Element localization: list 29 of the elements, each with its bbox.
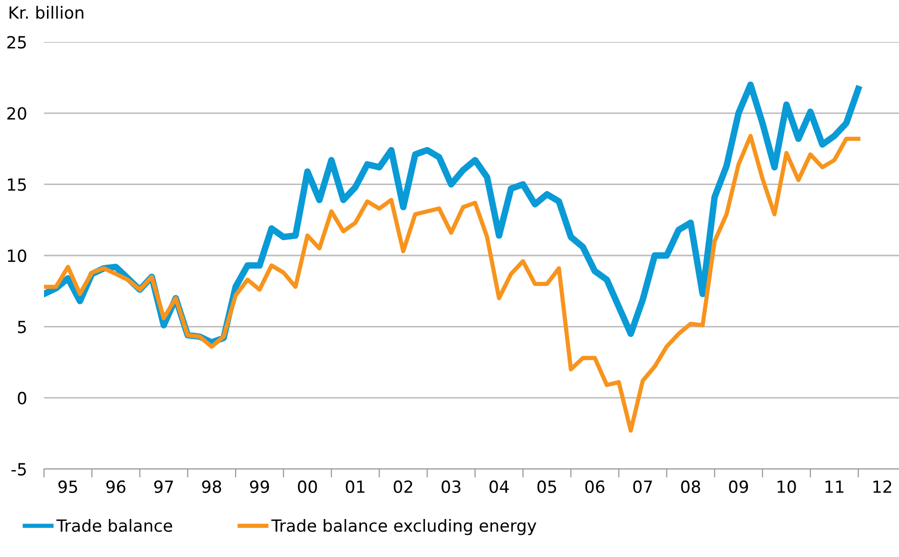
legend-label: Trade balance excluding energy [271, 519, 536, 536]
x-tick-label: 01 [346, 480, 364, 494]
x-tick-label: 05 [537, 480, 556, 494]
y-tick-label: 25 [7, 36, 26, 49]
y-tick-label: 15 [8, 178, 26, 191]
x-tick-label: 95 [58, 480, 78, 494]
x-tick-label: 02 [394, 480, 412, 494]
x-tick-label: 09 [729, 480, 748, 494]
line-series [44, 134, 860, 433]
y-tick-label: 5 [18, 320, 26, 334]
y-axis-title: Kr. billion [10, 6, 84, 19]
x-tick-label: 12 [873, 480, 892, 493]
x-tick-label: 11 [826, 480, 844, 493]
x-tick-label: 06 [585, 480, 604, 494]
x-tick-label: 99 [250, 480, 269, 494]
x-tick-label: 10 [778, 480, 796, 494]
x-tick-label: 98 [202, 480, 222, 494]
x-tick-label: 08 [681, 480, 700, 494]
x-tick-label: 07 [633, 480, 652, 494]
y-tick-label: 10 [8, 249, 26, 262]
x-tick-label: 00 [298, 480, 317, 494]
x-tick-label: 97 [154, 480, 173, 494]
x-tick-label: 03 [442, 480, 460, 494]
y-tick-label: 20 [7, 107, 26, 120]
legend-label: Trade balance [56, 519, 172, 532]
y-tick-label: 0 [18, 392, 26, 404]
x-tick-label: 04 [490, 480, 509, 494]
y-tick-label: -5 [12, 463, 26, 476]
x-tick-label: 96 [106, 480, 126, 494]
